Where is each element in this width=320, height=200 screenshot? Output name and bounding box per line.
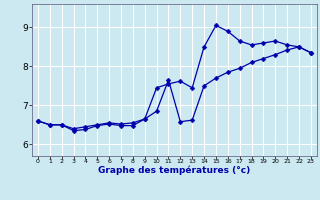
X-axis label: Graphe des températures (°c): Graphe des températures (°c) (98, 166, 251, 175)
